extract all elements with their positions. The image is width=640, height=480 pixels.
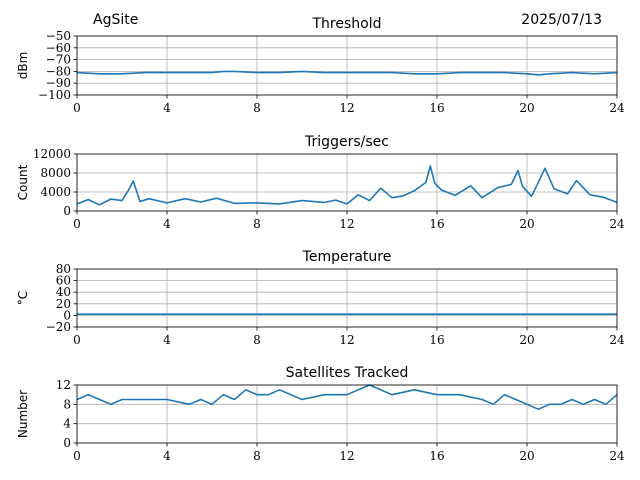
x-tick-label: 4 <box>163 449 171 463</box>
x-tick-label: 20 <box>519 449 534 463</box>
chart-panel-1: 0 4 8 12 16 20 24 0 4000 8000 12000 Triggers/sec Cou… <box>16 134 625 231</box>
y-tick-label: 60 <box>56 274 71 288</box>
x-tick-label: 24 <box>609 333 625 347</box>
chart-panel-0: 0 4 8 12 16 20 24 −100−90−80−70−60−50 Threshold d… <box>16 16 625 115</box>
y-tick-label: −90 <box>46 76 71 90</box>
x-tick-label: 8 <box>253 217 261 231</box>
y-tick-label: 40 <box>56 285 71 299</box>
x-tick-label: 0 <box>73 449 81 463</box>
y-tick-label: −70 <box>46 53 71 67</box>
y-axis-label: °C <box>16 291 30 305</box>
y-tick-label: 20 <box>56 297 71 311</box>
y-tick-label: 8 <box>63 397 71 411</box>
y-tick-label: 80 <box>56 262 71 276</box>
chart-title: Threshold <box>312 16 382 32</box>
x-tick-label: 24 <box>609 449 625 463</box>
x-tick-label: 4 <box>163 101 171 115</box>
y-tick-label: 0 <box>63 436 71 450</box>
y-tick-label: 0 <box>63 204 71 218</box>
x-tick-label: 12 <box>339 217 354 231</box>
y-axis-label: Number <box>16 390 30 438</box>
y-tick-label: 4000 <box>40 185 71 199</box>
x-tick-label: 4 <box>163 217 171 231</box>
date-label: 2025/07/13 <box>521 12 602 28</box>
x-tick-label: 12 <box>339 449 354 463</box>
chart-title: Triggers/sec <box>304 134 389 150</box>
series-line <box>76 70 618 76</box>
y-tick-label: 12000 <box>33 147 71 161</box>
y-tick-label: −80 <box>46 64 71 78</box>
y-tick-label: 12 <box>56 378 71 392</box>
x-tick-label: 16 <box>429 217 444 231</box>
x-tick-label: 16 <box>429 333 444 347</box>
y-tick-label: −60 <box>46 41 71 55</box>
x-tick-label: 16 <box>429 101 444 115</box>
x-tick-label: 24 <box>609 101 625 115</box>
x-tick-label: 8 <box>253 101 261 115</box>
y-axis-label: dBm <box>16 52 30 80</box>
x-tick-label: 8 <box>253 333 261 347</box>
y-tick-label: −100 <box>38 88 71 102</box>
x-tick-label: 8 <box>253 449 261 463</box>
y-tick-label: −50 <box>46 29 71 43</box>
x-tick-label: 0 <box>73 217 81 231</box>
chart-title: Satellites Tracked <box>286 365 409 381</box>
chart-panel-3: 0 4 8 12 16 20 24 0 4 8 12 Satellites Tracked Number <box>16 365 625 463</box>
x-tick-label: 4 <box>163 333 171 347</box>
x-tick-label: 12 <box>339 333 354 347</box>
y-tick-label: 0 <box>63 308 71 322</box>
x-tick-label: 0 <box>73 333 81 347</box>
site-label: AgSite <box>93 12 139 28</box>
x-tick-label: 20 <box>519 333 534 347</box>
x-tick-label: 12 <box>339 101 354 115</box>
y-tick-label: 4 <box>63 417 71 431</box>
chart-title: Temperature <box>302 249 392 265</box>
x-tick-label: 24 <box>609 217 625 231</box>
y-tick-label: 8000 <box>40 166 71 180</box>
series-line <box>76 384 618 411</box>
y-tick-label: −20 <box>46 320 71 334</box>
x-tick-label: 16 <box>429 449 444 463</box>
series-line <box>76 165 618 206</box>
x-tick-label: 20 <box>519 217 534 231</box>
x-tick-label: 0 <box>73 101 81 115</box>
x-tick-label: 20 <box>519 101 534 115</box>
y-axis-label: Count <box>16 164 30 200</box>
